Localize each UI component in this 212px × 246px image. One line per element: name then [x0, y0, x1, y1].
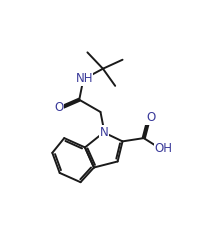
Text: O: O	[146, 111, 155, 124]
Text: N: N	[99, 126, 108, 139]
Text: OH: OH	[155, 142, 173, 155]
Text: NH: NH	[75, 72, 93, 85]
Text: O: O	[54, 101, 63, 114]
